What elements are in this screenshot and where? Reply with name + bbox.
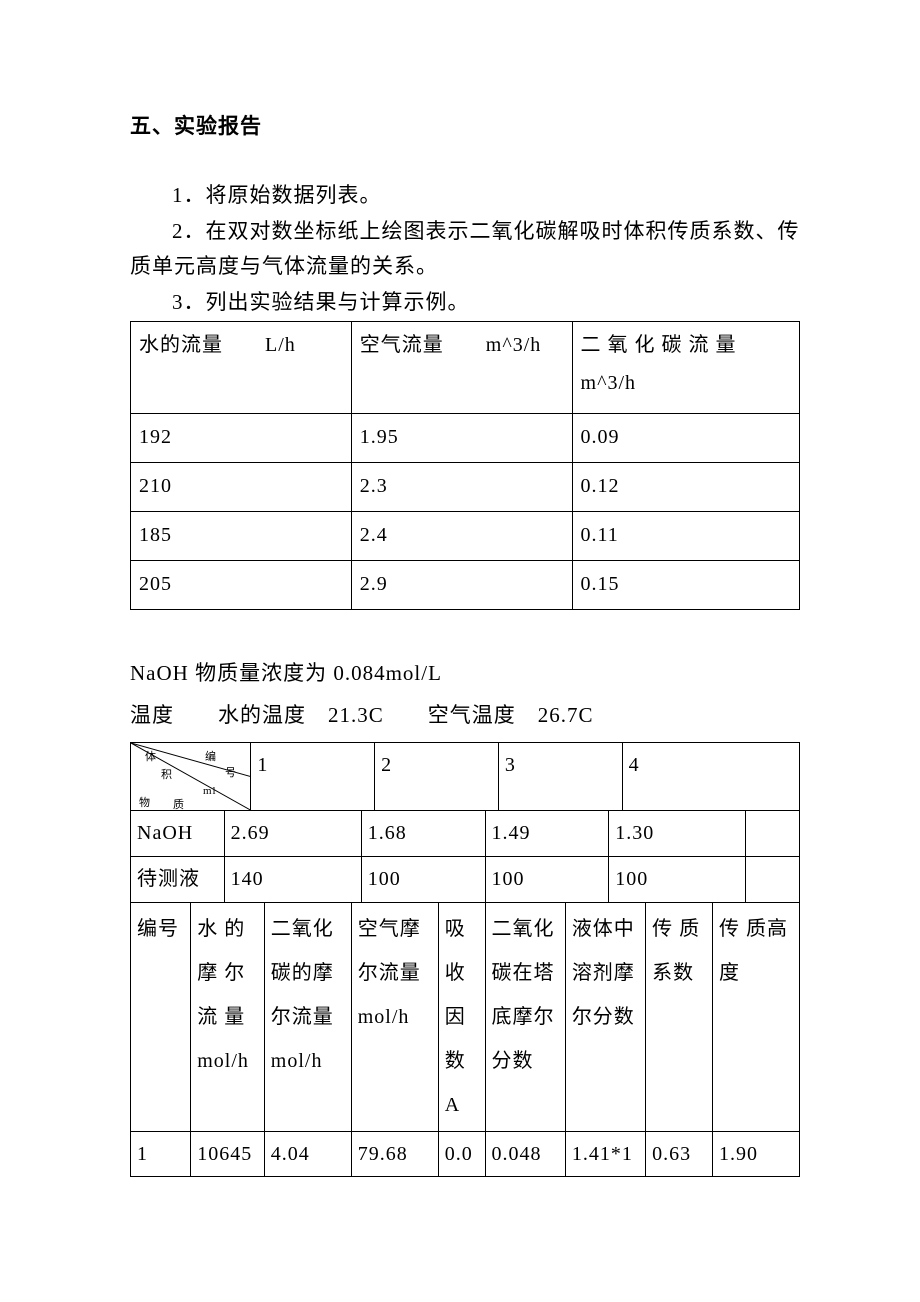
col-header: 1	[251, 742, 375, 810]
table-row: 待测液 140 100 100 100	[131, 856, 800, 902]
cell: 0.15	[572, 560, 799, 609]
cell: 0.0	[438, 1131, 485, 1176]
temperature-line: 温度 水的温度 21.3C 空气温度 26.7C	[130, 694, 800, 736]
col-header: 水 的摩 尔流 量mol/h	[191, 902, 265, 1131]
diag-label: 物	[139, 793, 151, 814]
table-row: 185 2.4 0.11	[131, 511, 800, 560]
volume-table: 体 编 积 号 ml 物 质 1 2 3 4 NaOH 2.69 1.68 1.…	[130, 742, 800, 903]
col-header-water-flow: 水的流量 L/h	[131, 321, 352, 413]
cell: 2.3	[351, 462, 572, 511]
col-header: 空气摩尔流量mol/h	[351, 902, 438, 1131]
para-3: 3．列出实验结果与计算示例。	[130, 285, 800, 321]
raw-data-table: 水的流量 L/h 空气流量 m^3/h 二 氧 化 碳 流 量m^3/h 192…	[130, 321, 800, 610]
col-header: 4	[622, 742, 799, 810]
cell: 4.04	[264, 1131, 351, 1176]
table-row: 水的流量 L/h 空气流量 m^3/h 二 氧 化 碳 流 量m^3/h	[131, 321, 800, 413]
table-row: 编号 水 的摩 尔流 量mol/h 二氧化碳的摩尔流量mol/h 空气摩尔流量m…	[131, 902, 800, 1131]
row-label: NaOH	[131, 810, 225, 856]
cell: 1.90	[712, 1131, 799, 1176]
col-header-co2-flow: 二 氧 化 碳 流 量m^3/h	[572, 321, 799, 413]
cell-empty	[746, 810, 800, 856]
col-header: 传 质高度	[712, 902, 799, 1131]
cell: 185	[131, 511, 352, 560]
cell: 100	[609, 856, 746, 902]
para-2b: 质单元高度与气体流量的关系。	[130, 249, 800, 285]
cell: 100	[485, 856, 609, 902]
cell: 100	[361, 856, 485, 902]
cell: 0.63	[646, 1131, 713, 1176]
cell: 192	[131, 413, 352, 462]
col-header: 3	[498, 742, 622, 810]
col-header: 2	[375, 742, 499, 810]
spacer	[130, 610, 800, 652]
diagonal-header-cell: 体 编 积 号 ml 物 质	[131, 742, 251, 810]
diag-label: 体	[145, 747, 157, 768]
table-row: 192 1.95 0.09	[131, 413, 800, 462]
table-row: NaOH 2.69 1.68 1.49 1.30	[131, 810, 800, 856]
cell: 2.9	[351, 560, 572, 609]
cell: 79.68	[351, 1131, 438, 1176]
cell: 1.95	[351, 413, 572, 462]
col-header: 吸收因数 A	[438, 902, 485, 1131]
cell: 210	[131, 462, 352, 511]
table-row: 1 10645 4.04 79.68 0.0 0.048 1.41*1 0.63…	[131, 1131, 800, 1176]
cell: 1.68	[361, 810, 485, 856]
calc-table: 编号 水 的摩 尔流 量mol/h 二氧化碳的摩尔流量mol/h 空气摩尔流量m…	[130, 902, 800, 1177]
cell: 2.69	[224, 810, 361, 856]
row-label: 待测液	[131, 856, 225, 902]
page: 五、实验报告 1．将原始数据列表。 2．在双对数坐标纸上绘图表示二氧化碳解吸时体…	[0, 0, 920, 1217]
cell: 0.09	[572, 413, 799, 462]
col-header: 传 质系数	[646, 902, 713, 1131]
col-header: 二氧化碳的摩尔流量mol/h	[264, 902, 351, 1131]
cell: 0.12	[572, 462, 799, 511]
cell: 205	[131, 560, 352, 609]
cell: 1.49	[485, 810, 609, 856]
cell: 0.048	[485, 1131, 565, 1176]
cell: 10645	[191, 1131, 265, 1176]
diag-label: 号	[225, 763, 237, 784]
cell: 2.4	[351, 511, 572, 560]
para-1: 1．将原始数据列表。	[130, 178, 800, 214]
table-row: 205 2.9 0.15	[131, 560, 800, 609]
cell: 1	[131, 1131, 191, 1176]
col-header-air-flow: 空气流量 m^3/h	[351, 321, 572, 413]
col-header: 编号	[131, 902, 191, 1131]
para-2a: 2．在双对数坐标纸上绘图表示二氧化碳解吸时体积传质系数、传	[130, 214, 800, 250]
naoh-concentration: NaOH 物质量浓度为 0.084mol/L	[130, 652, 800, 694]
table-row: 210 2.3 0.12	[131, 462, 800, 511]
diag-label: 积	[161, 765, 173, 786]
section-heading: 五、实验报告	[130, 110, 800, 140]
cell: 1.41*1	[565, 1131, 645, 1176]
cell: 0.11	[572, 511, 799, 560]
col-header: 二氧化碳在塔底摩尔分数	[485, 902, 565, 1131]
diag-label: 质	[173, 795, 185, 816]
table-row: 体 编 积 号 ml 物 质 1 2 3 4	[131, 742, 800, 810]
cell-empty	[746, 856, 800, 902]
col-header: 液体中溶剂摩尔分数	[565, 902, 645, 1131]
diag-label: ml	[203, 781, 217, 802]
cell: 1.30	[609, 810, 746, 856]
diag-label: 编	[205, 747, 217, 768]
cell: 140	[224, 856, 361, 902]
